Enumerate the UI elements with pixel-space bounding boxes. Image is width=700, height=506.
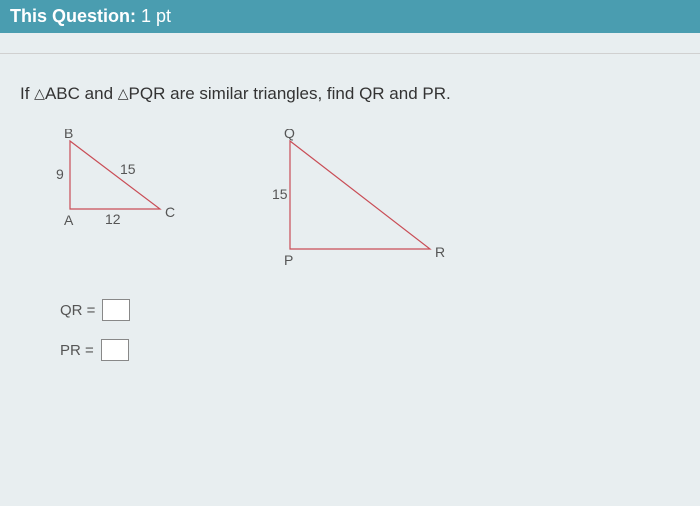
answer-pr-row: PR = — [60, 339, 680, 361]
edge-label-BC: 15 — [120, 161, 136, 177]
vertex-C: C — [165, 204, 175, 220]
triangle-symbol-1: △ — [34, 85, 45, 101]
edge-label-AB: 9 — [56, 166, 64, 182]
qr-input[interactable] — [102, 299, 130, 321]
triangle-symbol-2: △ — [118, 85, 129, 101]
question-header: This Question: 1 pt — [0, 0, 700, 33]
diagrams-container: A B C 9 12 15 P Q R 15 — [50, 129, 680, 269]
q-tri2: PQR — [129, 84, 166, 103]
vertex-Q: Q — [284, 129, 295, 141]
answer-qr-row: QR = — [60, 299, 680, 321]
q-prefix: If — [20, 84, 34, 103]
vertex-B: B — [64, 129, 73, 141]
header-title-prefix: This Question: — [10, 6, 136, 26]
tri2-shape — [290, 141, 430, 249]
q-tri1: ABC — [45, 84, 80, 103]
q-suffix: are similar triangles, find QR and PR. — [170, 84, 451, 103]
q-mid: and — [85, 84, 118, 103]
question-text: If △ABC and △PQR are similar triangles, … — [20, 84, 680, 104]
pr-label: PR = — [60, 342, 94, 359]
vertex-R: R — [435, 244, 445, 260]
qr-label: QR = — [60, 302, 95, 319]
header-points: 1 pt — [141, 6, 171, 26]
vertex-P: P — [284, 252, 293, 268]
edge-label-PQ: 15 — [272, 186, 288, 202]
tri1-shape — [70, 141, 160, 209]
vertex-A: A — [64, 212, 74, 228]
question-content: If △ABC and △PQR are similar triangles, … — [0, 53, 700, 399]
triangle-pqr: P Q R 15 — [270, 129, 450, 269]
triangle-abc: A B C 9 12 15 — [50, 129, 180, 229]
edge-label-AC: 12 — [105, 211, 121, 227]
pr-input[interactable] — [101, 339, 129, 361]
